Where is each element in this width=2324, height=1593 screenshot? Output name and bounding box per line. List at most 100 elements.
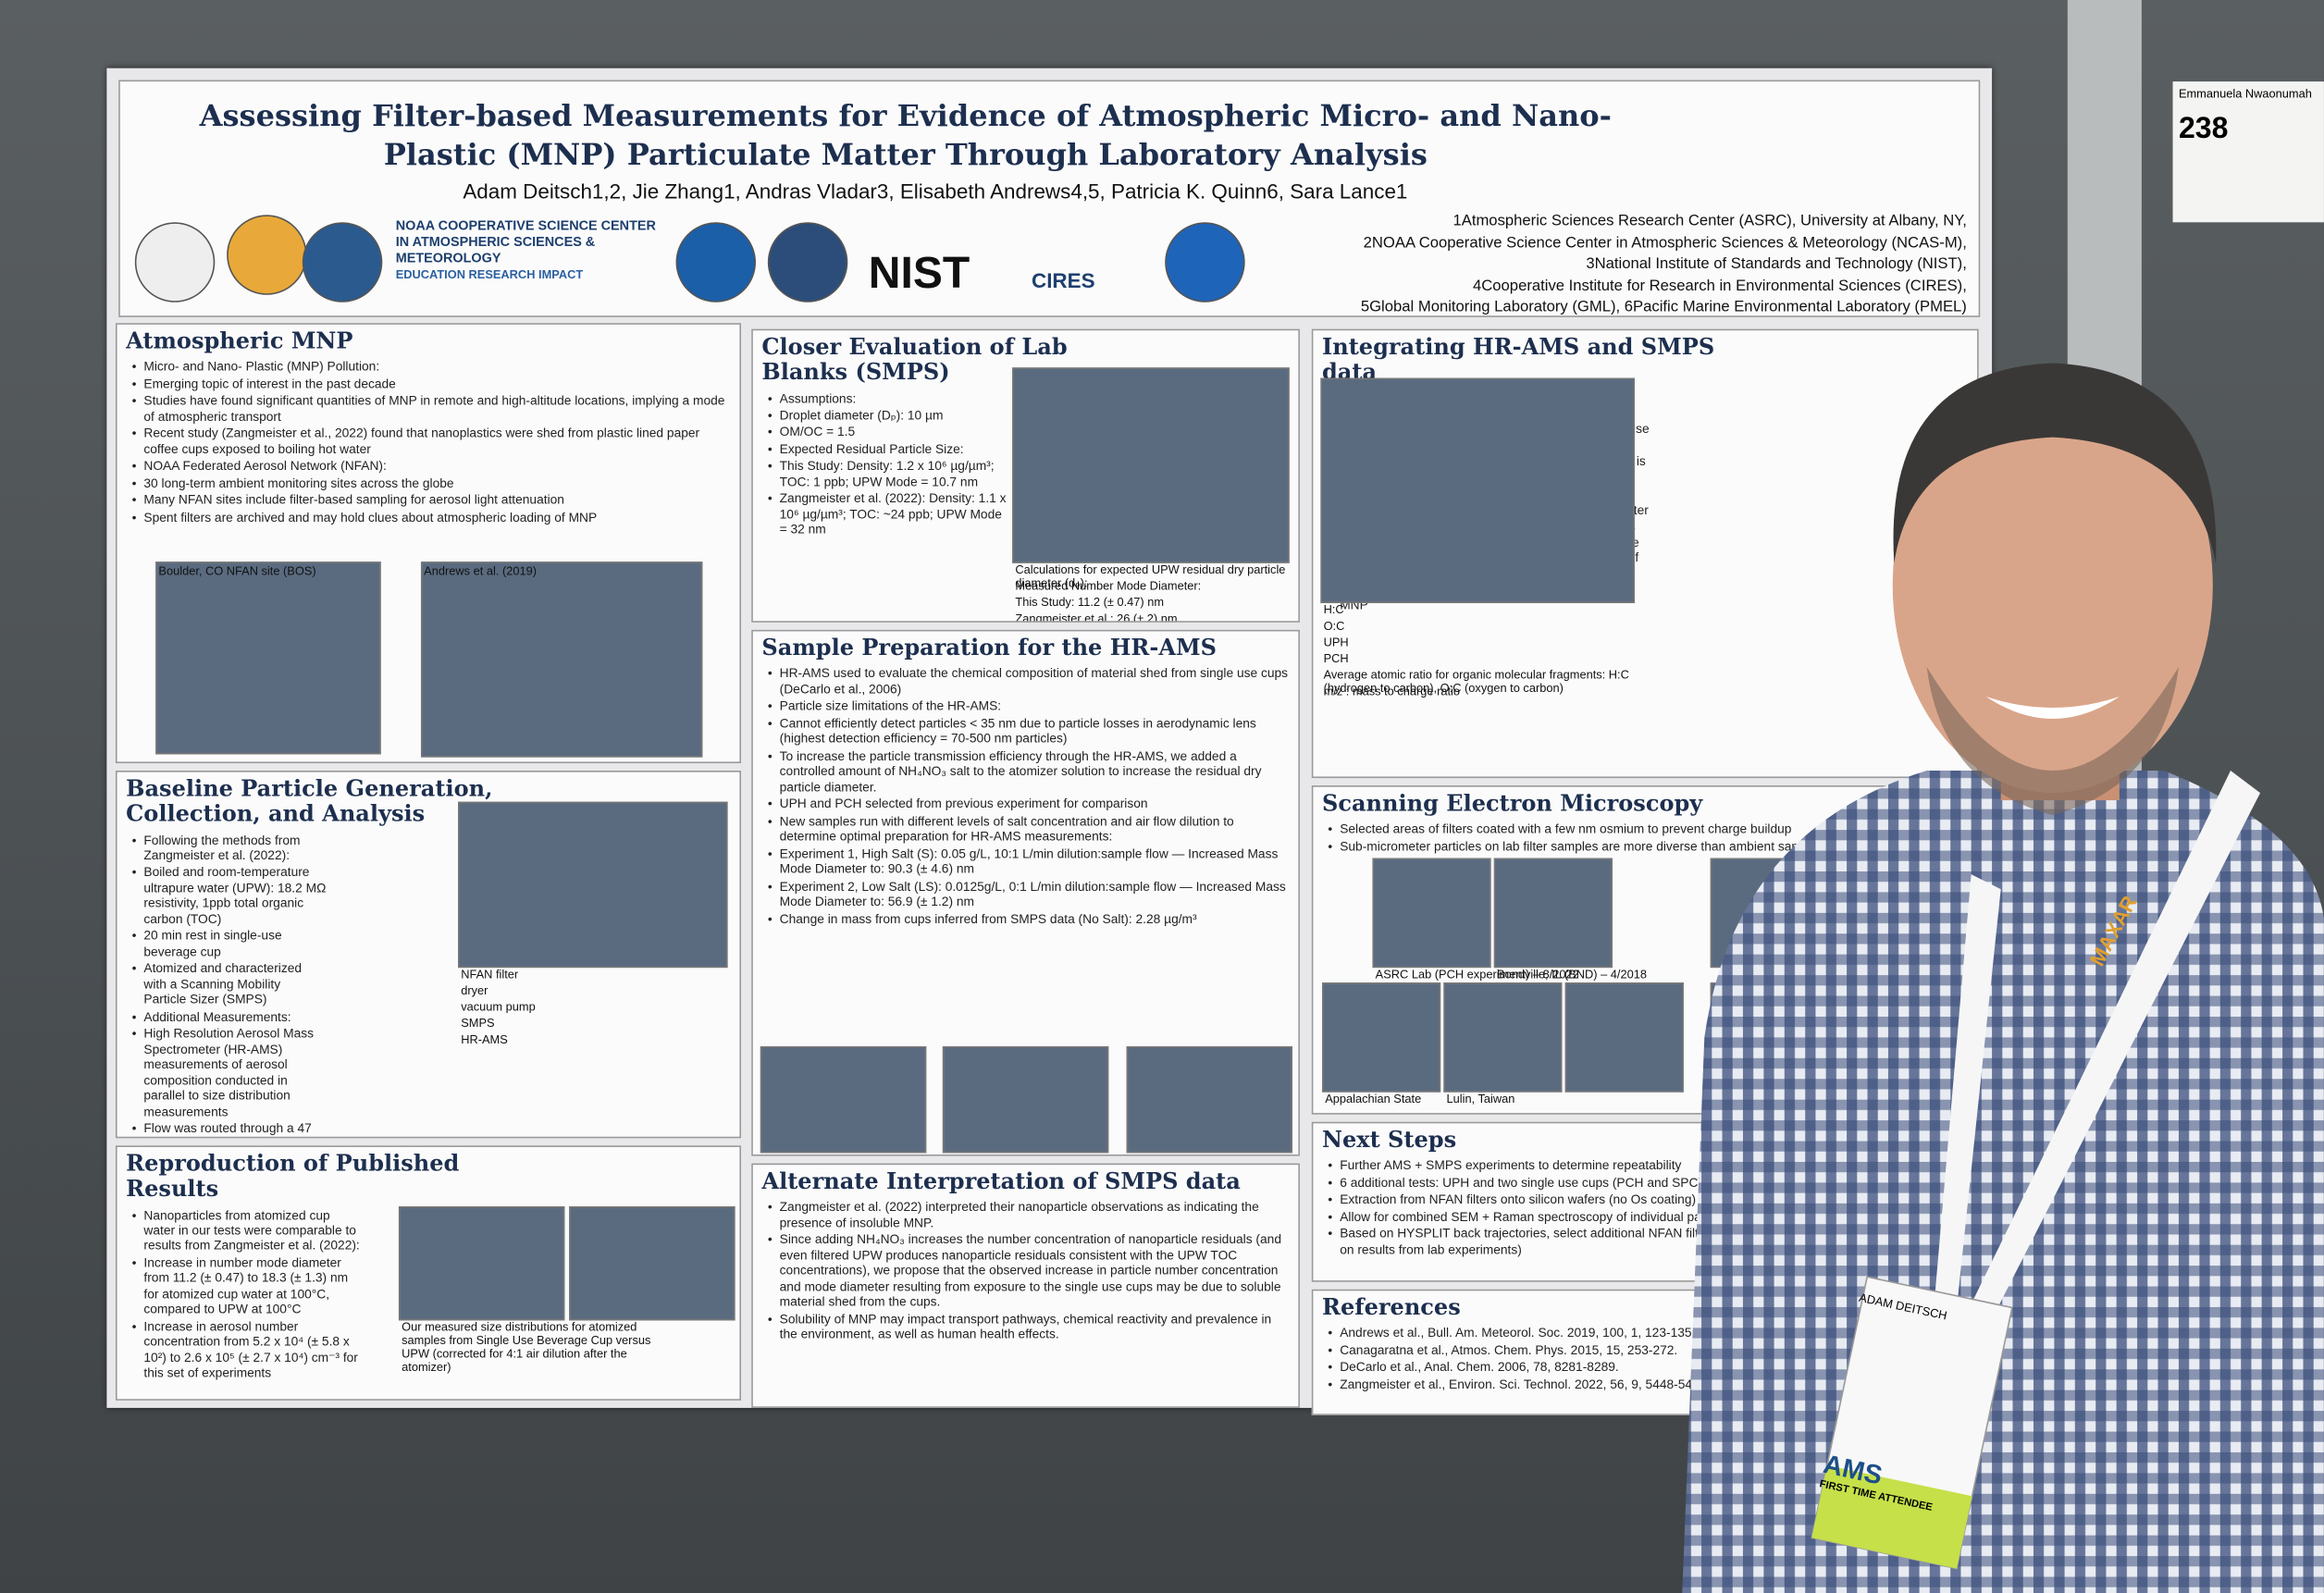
board-number-card: Emmanuela Nwaonumah 238 (2172, 81, 2324, 223)
section-title: Reproduction of Published Results (126, 1150, 460, 1203)
section-body: Zangmeister et al. (2022) interpreted th… (761, 1199, 1289, 1341)
figure (155, 562, 381, 755)
bullet-text: Additional Measurements: (132, 1009, 326, 1026)
bullet-text: UPH and PCH selected from previous exper… (768, 796, 1290, 812)
bullet-text: NOAA Federated Aerosol Network (NFAN): (132, 458, 730, 475)
logo-text: NIST (868, 249, 970, 299)
figure-caption: PCH (1323, 651, 1349, 666)
figure-caption: O:C (1323, 619, 1345, 634)
figure-caption: vacuum pump (461, 1000, 536, 1014)
bullet-text: Cannot efficiently detect particles < 35… (768, 715, 1290, 747)
hair (1893, 363, 2217, 563)
figure-caption: dryer (461, 983, 488, 998)
figure (569, 1206, 736, 1321)
bullet-text: Change in mass from cups inferred from S… (768, 910, 1290, 927)
bullet-text: Sub-micrometer particles on lab filter s… (1328, 838, 1968, 855)
beard (1926, 666, 2179, 816)
logo (227, 215, 307, 295)
section-title: Scanning Electron Microscopy (1321, 789, 1703, 817)
bullet-text: HR-AMS used to evaluate the chemical com… (768, 666, 1290, 698)
poster-section: Integrating HR-AMS and SMPS dataOrganic … (1311, 328, 1979, 779)
poster-authors: Adam Deitsch1,2, Jie Zhang1, Andras Vlad… (463, 179, 1408, 204)
poster-section: Baseline Particle Generation, Collection… (115, 771, 742, 1139)
bullet-text: New samples run with different levels of… (768, 813, 1290, 845)
logo-text: CIRES (1031, 267, 1095, 292)
section-title: Closer Evaluation of Lab Blanks (SMPS) (761, 333, 1068, 386)
section-title: Baseline Particle Generation, Collection… (126, 774, 493, 828)
bullet-text: Studies have found significant quantitie… (132, 393, 730, 425)
section-body: HR-AMS used to evaluate the chemical com… (761, 666, 1289, 927)
bullet-text: Assumptions: (768, 390, 1007, 407)
logo (1165, 222, 1245, 303)
figure-caption: Average atomic ratio for organic molecul… (1323, 668, 1629, 696)
figure (1372, 858, 1491, 969)
bullet-text: Since adding NH₄NO₃ increases the number… (768, 1232, 1290, 1310)
poster-section: Closer Evaluation of Lab Blanks (SMPS) As… (751, 328, 1300, 623)
figure-caption: H:C (1323, 603, 1344, 617)
bullet-text: Allow for combined SEM + Raman spectrosc… (1328, 1209, 1968, 1226)
figure-caption: Bondville, IL (BND) – 4/2018 (1497, 968, 1647, 982)
bullet-text: Many NFAN sites include filter-based sam… (132, 492, 730, 509)
bullet-text: Zangmeister et al. (2022): Density: 1.1 … (768, 491, 1007, 537)
affiliation: 3National Institute of Standards and Tec… (1586, 256, 1967, 273)
bullet-text: Nanoparticles from atomized cup water in… (132, 1207, 363, 1253)
section-body: Nanoparticles from atomized cup water in… (126, 1207, 363, 1381)
bullet-text: Further AMS + SMPS experiments to determ… (1328, 1158, 1968, 1175)
figure-caption: Lulin, Taiwan (1446, 1092, 1515, 1106)
card-name: Emmanuela Nwaonumah (2178, 87, 2312, 101)
figure-caption: HR-AMS (461, 1032, 508, 1047)
figure-caption: Calculations for expected UPW residual d… (1015, 562, 1286, 590)
bullet-text: Spent filters are archived and may hold … (132, 509, 730, 525)
figure (760, 1046, 927, 1154)
figure (1564, 982, 1684, 1093)
logo (302, 222, 383, 303)
affiliations: 1Atmospheric Sciences Research Center (A… (1361, 212, 1967, 320)
logo-text: NOAA COOPERATIVE SCIENCE CENTER IN ATMOS… (395, 217, 656, 266)
section-title: Next Steps (1321, 1126, 1457, 1154)
bullet-text: Emerging topic of interest in the past d… (132, 376, 730, 392)
bullet-text: Andrews et al., Bull. Am. Meteorol. Soc.… (1328, 1326, 1968, 1342)
bullet-text: Flow was routed through a 47 mm stainles… (132, 1120, 326, 1136)
section-body: Andrews et al., Bull. Am. Meteorol. Soc.… (1322, 1326, 1968, 1393)
figure (1443, 982, 1563, 1093)
section-body: Selected areas of filters coated with a … (1322, 821, 1968, 855)
poster-section: Atmospheric MNP Micro- and Nano- Plastic … (115, 323, 742, 764)
bullet-text: Extraction from NFAN filters onto silico… (1328, 1192, 1968, 1208)
bullet-text: Expected Residual Particle Size: (768, 441, 1007, 458)
bullet-text: To increase the particle transmission ef… (768, 747, 1290, 794)
card-number: 238 (2178, 112, 2229, 145)
bullet-text: This Study: Density: 1.2 x 10⁶ µg/µm³; T… (768, 459, 1007, 490)
bullet-text: Solubility of MNP may impact transport p… (768, 1311, 1290, 1342)
figure-caption: Appalachian State (1325, 1092, 1422, 1106)
bullet-text: 20 min rest in single-use beverage cup (132, 929, 326, 960)
figure-caption: This Study: 11.2 (± 0.47) nm (1015, 596, 1165, 610)
figure (1320, 377, 1636, 604)
figure (942, 1046, 1109, 1154)
section-title: Atmospheric MNP (126, 327, 353, 354)
poster-section: Reproduction of Published ResultsNanopar… (115, 1145, 742, 1401)
bullet-text: Increase in number mode diameter from 11… (132, 1255, 363, 1317)
face (1892, 377, 2213, 794)
figure-caption: Boulder, CO NFAN site (BOS) (158, 564, 316, 578)
figure (1126, 1046, 1292, 1154)
figure (1012, 367, 1290, 563)
figure-caption: m/z : mass to charge ratio (1323, 685, 1461, 698)
shirt (1682, 771, 2324, 1593)
affiliation: 2NOAA Cooperative Science Center in Atmo… (1363, 235, 1967, 252)
figure-caption: UPH (1323, 636, 1349, 649)
logo (767, 222, 848, 303)
affiliation: 5Global Monitoring Laboratory (GML), 6Pa… (1360, 300, 1967, 316)
bullet-text: OM/OC = 1.5 (768, 425, 1007, 441)
figure-caption: SMPS (461, 1016, 495, 1031)
bullet-text: High Resolution Aerosol Mass Spectromete… (132, 1026, 326, 1119)
poster-section: Alternate Interpretation of SMPS data Zan… (751, 1163, 1300, 1408)
bullet-text: DeCarlo et al., Anal. Chem. 2006, 78, 82… (1328, 1359, 1968, 1376)
figure (1493, 858, 1613, 969)
bullet-text: Boiled and room-temperature ultrapure wa… (132, 865, 327, 927)
figure (458, 801, 728, 969)
bullet-text: Increase in aerosol number concentration… (132, 1319, 363, 1381)
affiliation: 4Cooperative Institute for Research in E… (1473, 278, 1967, 295)
bullet-text: Atomized and characterized with a Scanni… (132, 961, 326, 1007)
logo (134, 222, 216, 303)
